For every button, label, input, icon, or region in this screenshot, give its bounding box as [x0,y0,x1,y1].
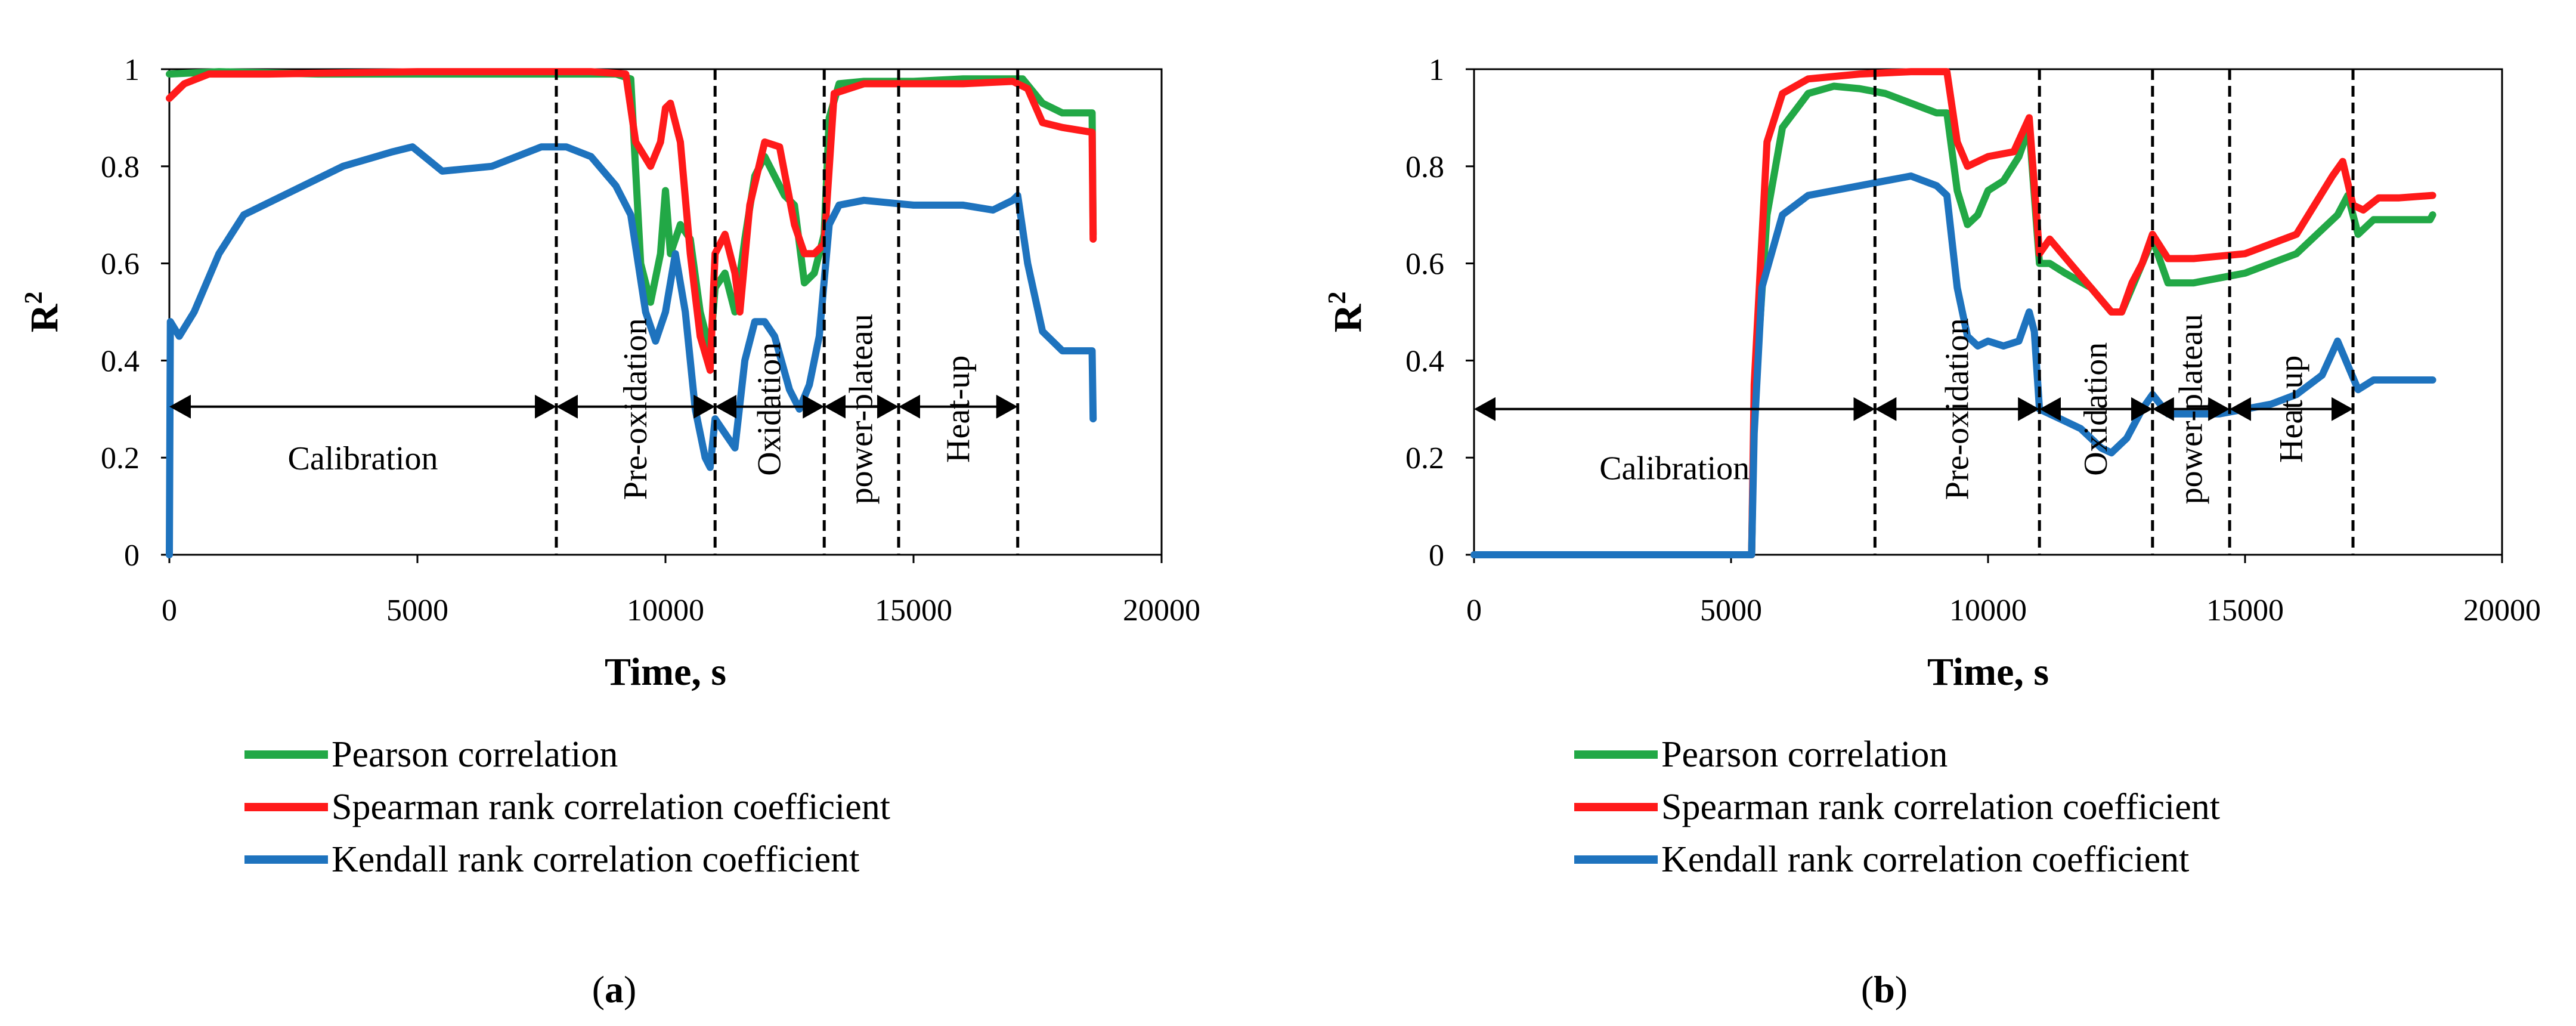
y-tick-label: 0 [1429,539,1444,573]
x-tick-label: 5000 [1700,594,1762,628]
y-tick-label: 0.8 [101,150,140,184]
phase-label: Heat-up [940,356,977,463]
caption-paren-close: ) [624,968,636,1010]
chart-panel-b: 0 0.2 0.4 0.6 0.8 1 0 5000 10000 15000 20000 Time, … [1324,53,2541,1010]
y-axis-title-superscript: 2 [1324,292,1351,304]
phase-label: power-plateau [2172,314,2209,504]
y-tick-label: 0.8 [1405,150,1444,184]
y-tick-label: 0.4 [101,344,140,378]
x-tick-label: 0 [1466,594,1482,628]
phase-label: power-plateau [843,314,880,504]
legend-label: Kendall rank correlation coefficient [332,839,859,880]
panel-caption: (a) [592,968,637,1010]
y-tick-label: 0.6 [101,248,140,282]
y-axis-title: R2 [20,292,66,333]
panel-caption: (b) [1861,968,1908,1010]
legend-label: Pearson correlation [332,734,618,775]
legend: Pearson correlation Spearman rank correla… [244,734,890,880]
y-tick-label: 0 [124,539,140,573]
phase-label: Heat-up [2273,356,2310,463]
series-line-kendall [166,143,1097,558]
phase-label: Calibration [1599,450,1750,487]
phase-label: Oxidation [2077,342,2114,476]
x-tick-label: 0 [162,594,177,628]
x-tick-label: 15000 [875,594,952,628]
legend: Pearson correlation Spearman rank correla… [1574,734,2220,880]
caption-letter: a [605,968,624,1010]
y-tick-label: 1 [1429,53,1444,87]
legend-label: Spearman rank correlation coefficient [1661,787,2220,827]
phase-label: Calibration [288,440,438,477]
series-line-spearman [1470,68,2436,558]
x-tick-label: 5000 [386,594,448,628]
y-axis-title-superscript: 2 [20,292,48,304]
legend-label: Spearman rank correlation coefficient [332,787,890,827]
caption-paren-open: ( [1861,968,1874,1010]
legend-label: Kendall rank correlation coefficient [1661,839,2189,880]
caption-paren-open: ( [592,968,605,1010]
phase-label: Pre-oxidation [1939,318,1976,500]
x-axis-title: Time, s [1927,650,2049,694]
y-tick-label: 0.2 [1405,441,1444,475]
chart-panel-a: 0 0.2 0.4 0.6 0.8 1 0 5000 10000 15000 20000 Time, … [20,53,1200,1010]
x-tick-label: 10000 [1949,594,2027,628]
series-line-spearman [166,68,1097,374]
y-tick-label: 0.6 [1405,248,1444,282]
phase-label: Pre-oxidation [617,318,654,500]
x-tick-label: 10000 [627,594,704,628]
y-tick-label: 0.2 [101,441,140,475]
y-axis-title-main: R [1326,303,1370,332]
x-tick-label: 15000 [2206,594,2284,628]
legend-label: Pearson correlation [1661,734,1948,775]
phase-label: Oxidation [751,342,788,476]
y-axis-title: R2 [1324,292,1370,333]
y-tick-label: 1 [124,53,140,87]
x-tick-label: 20000 [1123,594,1200,628]
y-tick-label: 0.4 [1405,344,1444,378]
caption-letter: b [1874,968,1895,1010]
y-axis-title-main: R [23,303,66,332]
caption-paren-close: ) [1895,968,1908,1010]
x-tick-label: 20000 [2463,594,2541,628]
x-axis-title: Time, s [605,650,726,694]
